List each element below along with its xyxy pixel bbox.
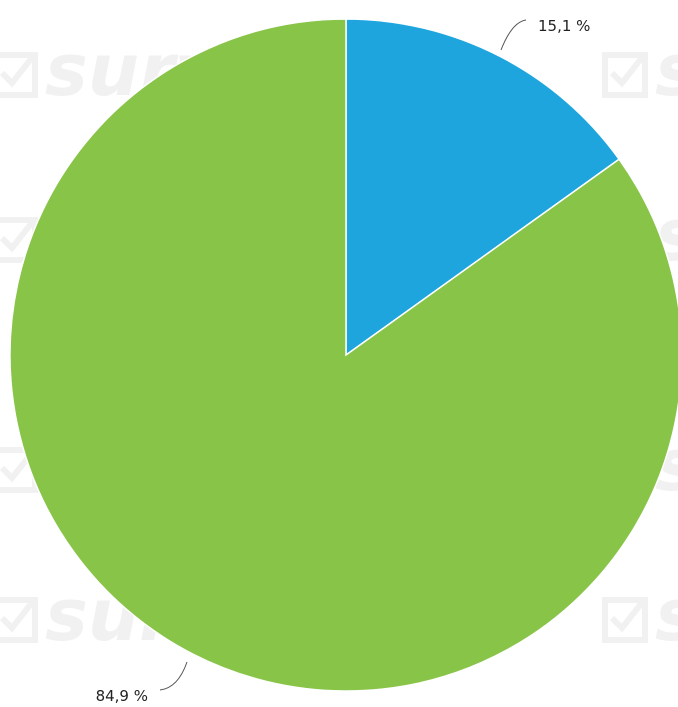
pie-data-label-2: 84,9 % [96, 687, 148, 705]
pie-labels: 15,1 % 84,9 % [96, 17, 591, 705]
watermark-mark: survio [602, 28, 678, 112]
pie-leader-line-1 [500, 19, 527, 51]
svg-text:survio: survio [655, 573, 678, 657]
pie-slices [9, 18, 678, 692]
watermark-mark: survio [602, 573, 678, 657]
pie-data-label-1: 15,1 % [538, 17, 590, 35]
pie-leader-line-2 [159, 661, 188, 691]
pie-slice-1 [345, 18, 621, 357]
pie-slice-2 [9, 18, 678, 692]
svg-text:survio: survio [655, 28, 678, 112]
